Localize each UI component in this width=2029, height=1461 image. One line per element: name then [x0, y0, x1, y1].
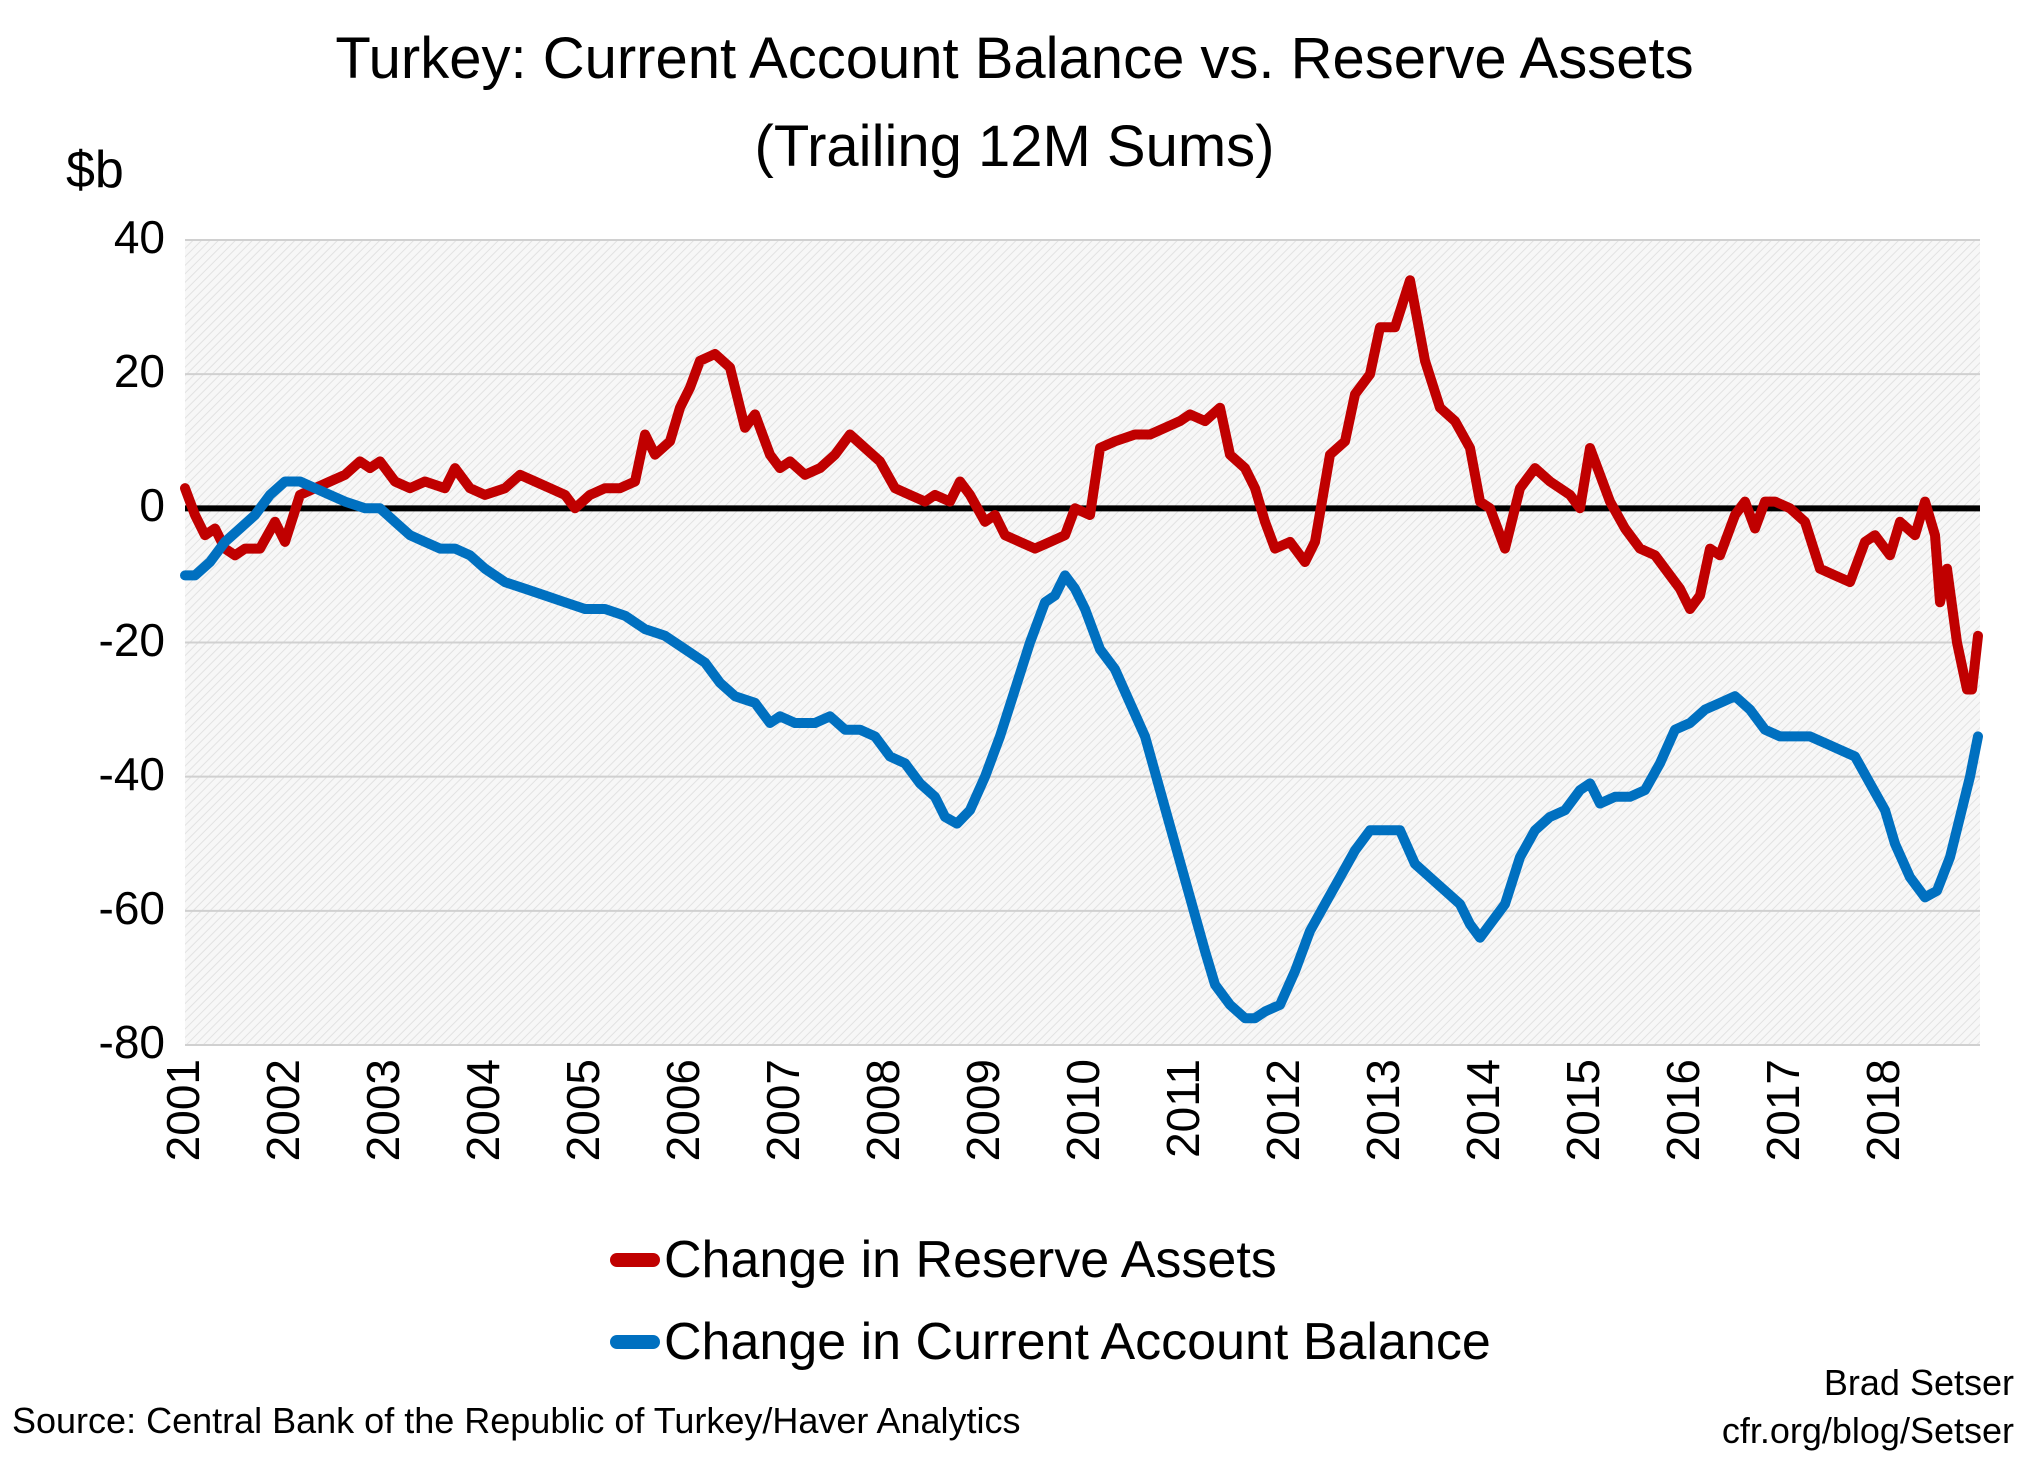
chart-title: Turkey: Current Account Balance vs. Rese…	[335, 26, 1694, 91]
x-tick-label: 2006	[657, 1059, 709, 1161]
y-tick-label: 0	[139, 479, 165, 532]
x-tick-label: 2017	[1757, 1059, 1809, 1161]
legend-item-reserve-assets: Change in Reserve Assets	[610, 1228, 1277, 1292]
x-tick-label: 2007	[757, 1059, 809, 1161]
series-lines	[180, 275, 1983, 1024]
legend-swatch-reserve-assets	[610, 1253, 660, 1267]
series-line-current-account	[180, 476, 1983, 1024]
chart-subtitle: (Trailing 12M Sums)	[754, 114, 1275, 179]
legend-label-reserve-assets: Change in Reserve Assets	[664, 1231, 1277, 1289]
source-note: Source: Central Bank of the Republic of …	[12, 1400, 1021, 1441]
y-tick-label: -60	[98, 881, 165, 934]
y-axis-unit-label: $b	[66, 141, 124, 199]
x-tick-label: 2004	[457, 1059, 509, 1161]
y-tick-label: 20	[113, 345, 165, 398]
x-tick-label: 2014	[1457, 1059, 1509, 1161]
legend-item-current-account: Change in Current Account Balance	[610, 1310, 1491, 1374]
series-line-reserve-assets	[180, 275, 1983, 695]
x-tick-label: 2002	[257, 1059, 309, 1161]
y-tick-label: -20	[98, 613, 165, 666]
x-axis-ticks: 2001 2002 2003 2004 2005 2006 2007 2008 2009 2010…	[157, 1059, 1909, 1161]
x-tick-label: 2013	[1357, 1059, 1409, 1161]
y-tick-label: -80	[98, 1016, 165, 1068]
y-tick-label: -40	[98, 747, 165, 800]
x-tick-label: 2011	[1157, 1059, 1209, 1158]
author-credit: Brad Setser	[1823, 1362, 2014, 1403]
x-tick-label: 2008	[857, 1059, 909, 1161]
x-tick-label: 2010	[1057, 1059, 1109, 1161]
x-tick-label: 2015	[1557, 1059, 1609, 1161]
x-tick-label: 2009	[957, 1059, 1009, 1161]
x-tick-label: 2018	[1857, 1059, 1909, 1161]
legend-swatch-current-account	[610, 1335, 660, 1349]
y-tick-label: 40	[113, 211, 165, 263]
x-tick-label: 2003	[357, 1059, 409, 1161]
legend-label-current-account: Change in Current Account Balance	[664, 1313, 1491, 1371]
author-url: cfr.org/blog/Setser	[1721, 1410, 2014, 1451]
x-tick-label: 2012	[1257, 1059, 1309, 1161]
x-tick-label: 2005	[557, 1059, 609, 1161]
x-tick-label: 2016	[1657, 1059, 1709, 1161]
x-tick-label: 2001	[157, 1059, 209, 1161]
